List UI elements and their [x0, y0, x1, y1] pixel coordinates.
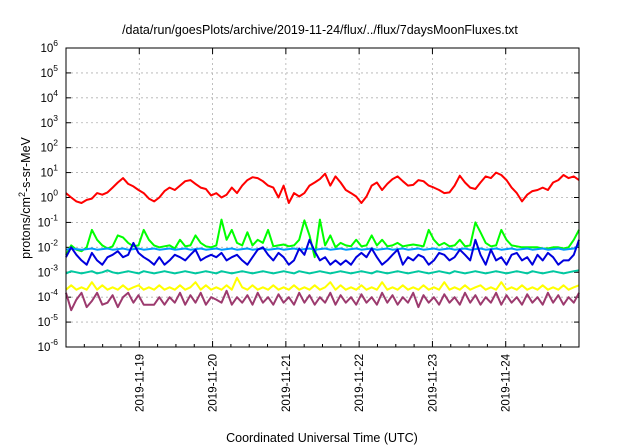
x-axis: 2019-11-19 2019-11-20 2019-11-21 2019-11-22… — [83, 48, 562, 412]
y-tick-label: 10-6 — [38, 337, 59, 354]
series-lines — [65, 171, 580, 312]
series-line-3 — [65, 244, 580, 251]
series-line-2 — [65, 218, 580, 259]
y-axis-label: protons/cm2-s-sr-MeV — [17, 136, 33, 258]
y-tick-label: 10-1 — [38, 212, 59, 229]
series-line-6 — [65, 276, 580, 291]
y-tick-label: 10-3 — [38, 262, 59, 279]
y-tick-label: 106 — [40, 38, 58, 55]
series-line-5 — [65, 269, 580, 275]
y-label-sup: 2 — [17, 192, 27, 197]
x-tick-label: 2019-11-20 — [208, 354, 220, 412]
y-tick-label: 101 — [40, 163, 58, 180]
x-tick-label: 2019-11-24 — [501, 353, 513, 412]
x-tick-label: 2019-11-21 — [281, 354, 293, 412]
x-tick-label: 2019-11-23 — [427, 354, 439, 412]
series-line-4 — [65, 238, 580, 266]
y-tick-label: 102 — [40, 138, 58, 155]
y-axis: 10-6 10-5 10-4 10-3 10-2 10-1 100 101 102 103 104 1… — [38, 38, 579, 354]
series-line-7 — [65, 289, 580, 312]
y-tick-label: 10-2 — [38, 237, 59, 254]
y-tick-label: 105 — [40, 63, 58, 80]
y-tick-label: 10-4 — [38, 287, 59, 304]
y-label-prefix: protons/cm — [19, 197, 33, 259]
x-tick-label: 2019-11-19 — [134, 354, 146, 412]
y-tick-label: 100 — [40, 188, 58, 205]
y-tick-label: 10-5 — [38, 312, 59, 329]
y-label-suffix: -s-sr-MeV — [19, 136, 33, 192]
series-line-1 — [65, 171, 580, 204]
y-tick-label: 103 — [40, 113, 58, 130]
plot-frame — [65, 47, 580, 348]
x-axis-label: Coordinated Universal Time (UTC) — [226, 431, 418, 445]
grid-lines — [66, 48, 579, 347]
y-tick-label: 104 — [40, 88, 58, 105]
chart-title: /data/run/goesPlots/archive/2019-11-24/f… — [122, 23, 518, 37]
x-tick-label: 2019-11-22 — [354, 354, 366, 412]
